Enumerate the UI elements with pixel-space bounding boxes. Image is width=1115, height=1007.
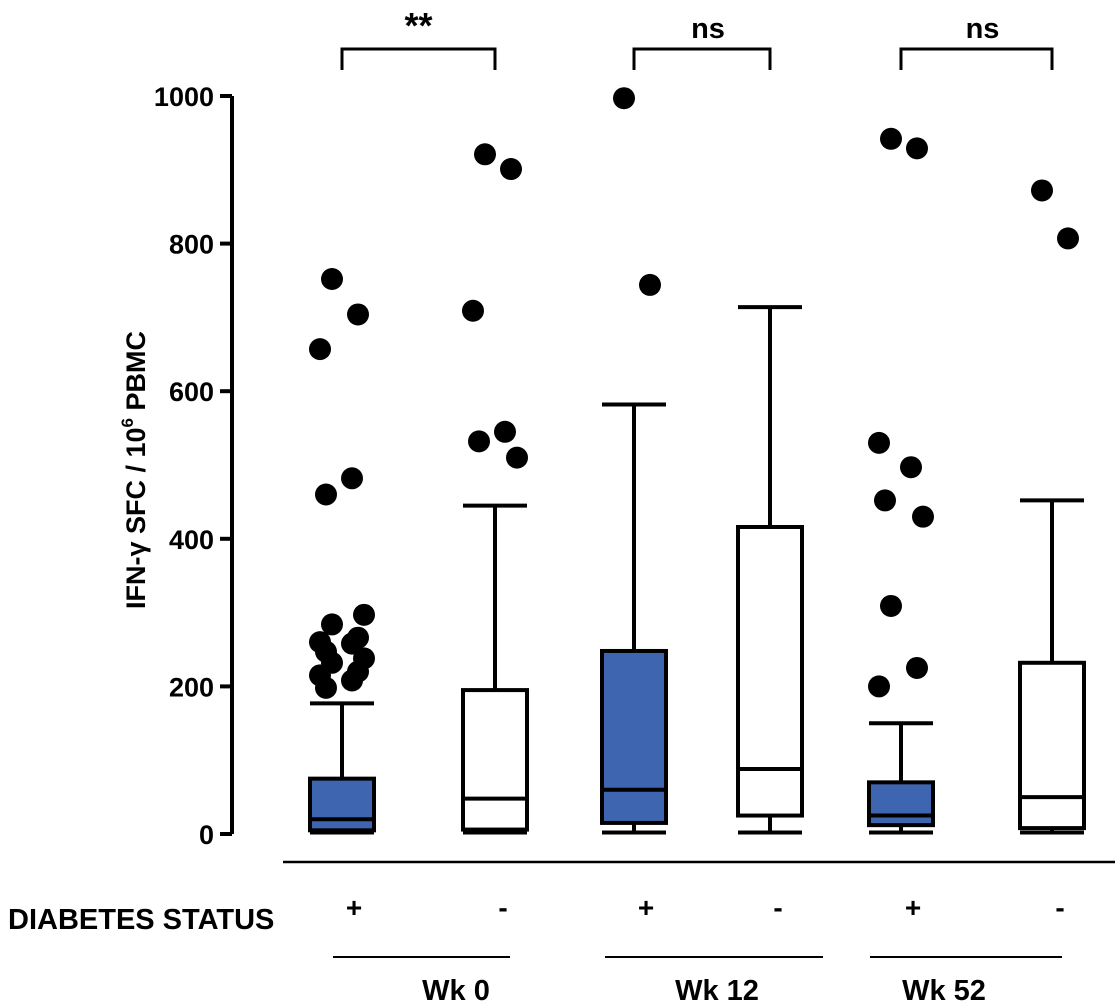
box-body xyxy=(461,688,529,832)
outlier-point xyxy=(315,483,337,506)
diabetes-status-negative: - xyxy=(1055,892,1064,923)
outlier-point xyxy=(900,456,922,479)
y-axis-label-main: IFN-γ SFC / 10 xyxy=(121,427,151,609)
box-2 xyxy=(461,503,529,835)
box-body xyxy=(867,780,935,828)
outlier-point xyxy=(315,676,337,699)
box-5 xyxy=(867,721,935,835)
outlier-point xyxy=(309,338,331,361)
outlier-point xyxy=(506,446,528,469)
group-label: Wk 12 xyxy=(675,975,759,1007)
significance-label: ns xyxy=(966,13,1000,45)
diabetes-status-positive: + xyxy=(638,892,654,923)
outlier-point xyxy=(474,143,496,166)
y-tick-label: 1000 xyxy=(154,82,214,112)
outlier-point xyxy=(321,268,343,291)
outlier-point xyxy=(468,430,490,453)
outlier-point xyxy=(462,299,484,322)
y-tick-label: 800 xyxy=(169,230,214,260)
outlier-point xyxy=(500,158,522,181)
box-4 xyxy=(736,305,804,835)
diabetes-status-positive: + xyxy=(346,892,362,923)
box-body xyxy=(736,524,804,818)
box-1 xyxy=(308,701,376,835)
outlier-point xyxy=(639,273,661,296)
outlier-point xyxy=(880,594,902,617)
y-axis-label: IFN-γ SFC / 106 PBMC xyxy=(118,331,151,609)
outlier-point xyxy=(341,669,363,692)
outlier-point xyxy=(1057,227,1079,250)
y-axis-label-superscript: 6 xyxy=(118,418,137,427)
box-body xyxy=(1018,660,1086,831)
outlier-point xyxy=(341,467,363,490)
diabetes-status-negative: - xyxy=(773,892,782,923)
outlier-point xyxy=(1031,179,1053,202)
outlier-point xyxy=(353,603,375,626)
outlier-point xyxy=(868,675,890,698)
outlier-point xyxy=(613,87,635,110)
outlier-point xyxy=(868,431,890,454)
outlier-point xyxy=(906,656,928,679)
y-tick-label: 600 xyxy=(169,377,214,407)
outlier-point xyxy=(341,632,363,655)
box-3 xyxy=(600,402,668,835)
category-labels: + - + - + - Wk 0 Wk 12 Wk 52 xyxy=(333,892,1065,1007)
diabetes-status-negative: - xyxy=(498,892,507,923)
significance-bracket xyxy=(340,47,497,70)
significance-bracket xyxy=(632,47,772,70)
diabetes-status-label: DIABETES STATUS xyxy=(8,904,274,936)
significance-bracket xyxy=(899,47,1054,70)
significance-label: ns xyxy=(691,13,725,45)
y-tick-label: 0 xyxy=(199,820,214,850)
outlier-point xyxy=(494,420,516,443)
box-body xyxy=(600,648,668,825)
y-tick-label: 400 xyxy=(169,525,214,555)
diabetes-status-positive: + xyxy=(905,892,921,923)
outlier-point xyxy=(906,137,928,160)
outlier-point xyxy=(912,505,934,528)
significance-brackets: ** ns ns xyxy=(340,5,1054,70)
box-series xyxy=(308,305,1086,835)
outlier-point xyxy=(880,127,902,150)
y-axis: 0 200 400 600 800 1000 xyxy=(154,82,234,850)
group-label: Wk 52 xyxy=(902,975,986,1007)
box-body xyxy=(308,776,376,833)
box-6 xyxy=(1018,498,1086,835)
outlier-point xyxy=(874,489,896,512)
y-axis-label-tail: PBMC xyxy=(121,331,151,418)
outlier-point xyxy=(347,303,369,326)
outlier-points xyxy=(309,87,1079,699)
significance-label: ** xyxy=(404,5,432,46)
group-label: Wk 0 xyxy=(422,975,490,1007)
outlier-point xyxy=(321,613,343,636)
y-tick-label: 200 xyxy=(169,672,214,702)
